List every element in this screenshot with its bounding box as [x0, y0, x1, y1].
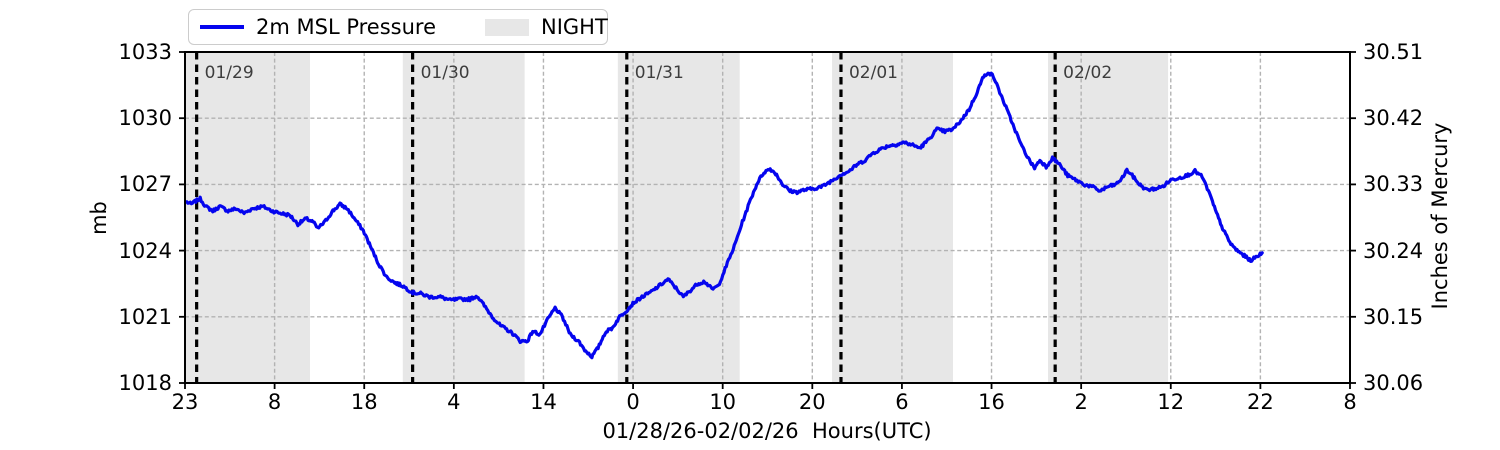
x-tick-label: 18: [350, 390, 378, 414]
legend-line-sample: [200, 25, 244, 29]
y-tick-label-left: 1018: [118, 371, 172, 395]
x-tick-label: 6: [895, 390, 909, 414]
y-tick-label-right: 30.06: [1363, 371, 1424, 395]
y-axis-label-right: Inches of Mercury: [1428, 122, 1452, 310]
y-tick-label-left: 1021: [118, 304, 172, 329]
x-tick-label: 16: [978, 390, 1005, 414]
pressure-line: [185, 71, 1264, 360]
y-tick-label-left: 1024: [118, 238, 172, 263]
night-band: [1047, 52, 1169, 383]
day-label: 01/31: [634, 63, 684, 83]
x-tick-label: 14: [530, 390, 557, 414]
x-tick-label: 8: [1343, 390, 1357, 414]
legend-night-swatch: [485, 18, 529, 36]
x-tick-label: 0: [626, 390, 640, 414]
y-tick-label-right: 30.24: [1363, 238, 1424, 263]
x-tick-label: 12: [1157, 390, 1185, 414]
y-tick-label-left: 1033: [118, 40, 172, 64]
night-band: [832, 52, 954, 383]
night-band: [617, 52, 740, 383]
day-label: 02/02: [1063, 63, 1113, 83]
night-band: [402, 52, 525, 383]
legend-label-night: NIGHT: [541, 15, 608, 39]
x-tick-label: 23: [171, 390, 199, 414]
x-tick-label: 8: [267, 390, 282, 414]
legend-label-pressure: 2m MSL Pressure: [256, 15, 436, 39]
y-tick-label-right: 30.15: [1363, 304, 1424, 329]
y-tick-label-right: 30.51: [1363, 40, 1424, 64]
x-tick-label: 2: [1074, 390, 1088, 414]
legend: 2m MSL Pressure NIGHT: [188, 9, 608, 45]
day-label: 01/29: [204, 63, 254, 83]
x-tick-label: 20: [798, 390, 826, 414]
y-axis-label-left: mb: [87, 201, 111, 235]
y-tick-label-left: 1030: [118, 106, 172, 131]
day-label: 02/01: [848, 63, 898, 83]
y-tick-label-right: 30.33: [1363, 172, 1424, 197]
x-axis-label: 01/28/26-02/02/26 Hours(UTC): [602, 419, 932, 443]
plot-border: [184, 51, 1351, 384]
x-tick-label: 22: [1247, 390, 1274, 414]
x-tick-label: 10: [709, 390, 737, 414]
x-tick-label: 4: [447, 390, 461, 414]
y-tick-label-left: 1027: [118, 172, 172, 197]
y-tick-label-right: 30.42: [1363, 106, 1424, 131]
day-label: 01/30: [420, 63, 470, 83]
